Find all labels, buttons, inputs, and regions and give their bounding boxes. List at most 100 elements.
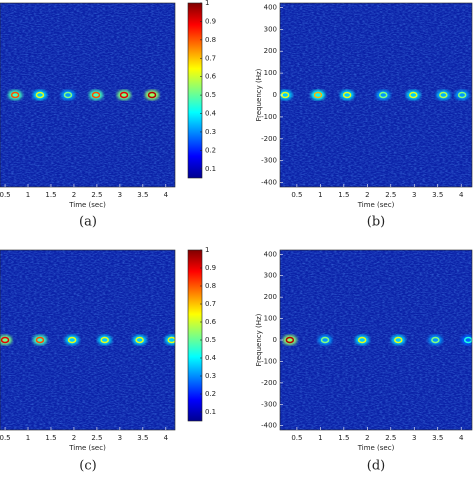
y-tick-label: 200 xyxy=(264,293,277,301)
burst-core xyxy=(100,336,109,344)
burst xyxy=(164,335,175,345)
burst-core xyxy=(320,336,330,344)
x-tick-label: 2.5 xyxy=(385,434,396,442)
burst xyxy=(355,335,370,345)
burst-core xyxy=(91,91,101,99)
burst xyxy=(282,335,297,345)
burst-core xyxy=(35,91,45,99)
x-tick-label: 1 xyxy=(26,191,30,199)
y-tick-label: 100 xyxy=(264,315,277,323)
y-tick-label: 0 xyxy=(273,336,277,344)
colorbar xyxy=(187,249,203,422)
burst-core xyxy=(313,91,323,99)
x-tick-label: 3.5 xyxy=(432,434,443,442)
frame xyxy=(0,249,176,431)
colorbar-tick-label: 0.2 xyxy=(205,146,216,154)
burst-core xyxy=(357,336,367,344)
burst xyxy=(145,90,160,100)
burst xyxy=(97,335,112,345)
burst-core xyxy=(119,91,129,99)
x-tick-label: 2.5 xyxy=(91,191,102,199)
burst-core xyxy=(63,91,73,99)
burst xyxy=(32,335,47,345)
x-tick-label: 3.5 xyxy=(137,191,148,199)
x-tick-label: 3 xyxy=(412,191,416,199)
burst xyxy=(376,90,391,100)
burst-core xyxy=(379,91,388,99)
plot-area xyxy=(280,3,472,187)
x-tick-label: 3.5 xyxy=(432,191,443,199)
x-tick-label: 2 xyxy=(365,191,369,199)
noise xyxy=(280,250,472,430)
colorbar-tick-label: 0.8 xyxy=(205,36,216,44)
burst-core xyxy=(409,91,418,99)
y-axis-label: Frequency (Hz) xyxy=(255,313,263,366)
x-tick-label: 3 xyxy=(118,191,122,199)
burst-core xyxy=(342,91,352,99)
burst-core xyxy=(431,336,440,344)
x-axis-label: Time (sec) xyxy=(357,444,395,452)
x-tick-label: 1.5 xyxy=(45,434,56,442)
x-tick-label: 4 xyxy=(164,191,169,199)
x-tick-label: 2 xyxy=(365,434,369,442)
burst-core xyxy=(135,336,144,344)
y-tick-label: -400 xyxy=(261,179,277,187)
x-tick-label: 1.5 xyxy=(45,191,56,199)
y-tick-label: 300 xyxy=(264,272,277,280)
x-tick-label: 1 xyxy=(318,434,322,442)
y-tick-label: -200 xyxy=(261,135,277,143)
colorbar-tick-label: 0.3 xyxy=(205,128,216,136)
y-tick-label: -300 xyxy=(261,157,277,165)
x-tick-label: 3.5 xyxy=(137,434,148,442)
colorbar-tick-label: 0.9 xyxy=(205,17,216,25)
x-tick-label: 4 xyxy=(459,434,464,442)
y-tick-label: 300 xyxy=(264,25,277,33)
x-tick-label: 0.5 xyxy=(291,191,302,199)
colorbar-tick-label: 0.7 xyxy=(205,54,216,62)
x-tick-label: 2 xyxy=(72,434,76,442)
y-tick-label: -100 xyxy=(261,113,277,121)
burst xyxy=(436,90,451,100)
y-axis-label: Frequency (Hz) xyxy=(255,68,263,121)
colorbar-tick-label: 0.5 xyxy=(205,91,216,99)
colorbar-tick-label: 0.6 xyxy=(205,73,217,81)
y-tick-label: -400 xyxy=(261,422,277,430)
colorbar-tick-label: 0.4 xyxy=(205,110,217,118)
burst xyxy=(117,90,132,100)
burst-core xyxy=(394,336,403,344)
colorbar-tick-label: 0.8 xyxy=(205,282,216,290)
colorbar-tick-label: 0.9 xyxy=(205,264,216,272)
x-axis-label: Time (sec) xyxy=(68,201,106,209)
x-tick-label: 1 xyxy=(26,434,30,442)
x-tick-label: 4 xyxy=(459,191,464,199)
x-tick-label: 2 xyxy=(72,191,76,199)
colorbar-tick-label: 0.4 xyxy=(205,354,217,362)
colorbar-tick-label: 0.5 xyxy=(205,336,216,344)
burst-core xyxy=(457,91,467,99)
burst xyxy=(65,335,80,345)
x-tick-label: 3 xyxy=(412,434,416,442)
y-tick-label: -100 xyxy=(261,357,277,365)
burst xyxy=(428,335,443,345)
burst xyxy=(60,90,75,100)
x-tick-label: 2.5 xyxy=(385,191,396,199)
burst xyxy=(340,90,355,100)
colorbar-tick-label: 0.1 xyxy=(205,408,216,416)
colorbar-tick-label: 0.3 xyxy=(205,372,216,380)
burst-core xyxy=(67,336,77,344)
noise xyxy=(0,250,175,430)
y-tick-label: 100 xyxy=(264,69,277,77)
burst-core xyxy=(0,336,10,344)
burst xyxy=(455,90,470,100)
panel-label: (d) xyxy=(367,459,385,474)
burst-core xyxy=(147,91,157,99)
panel-label: (c) xyxy=(79,459,96,474)
burst xyxy=(318,335,333,345)
burst-core xyxy=(285,336,295,344)
panel-label: (b) xyxy=(367,215,385,230)
x-axis-label: Time (sec) xyxy=(357,201,395,209)
y-tick-label: 400 xyxy=(264,250,277,258)
burst-core xyxy=(35,336,45,344)
burst xyxy=(32,90,47,100)
